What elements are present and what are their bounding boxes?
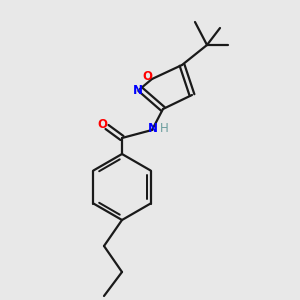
Text: H: H [160,122,168,134]
Text: N: N [148,122,158,134]
Text: O: O [97,118,107,131]
Text: N: N [133,85,143,98]
Text: O: O [142,70,152,83]
